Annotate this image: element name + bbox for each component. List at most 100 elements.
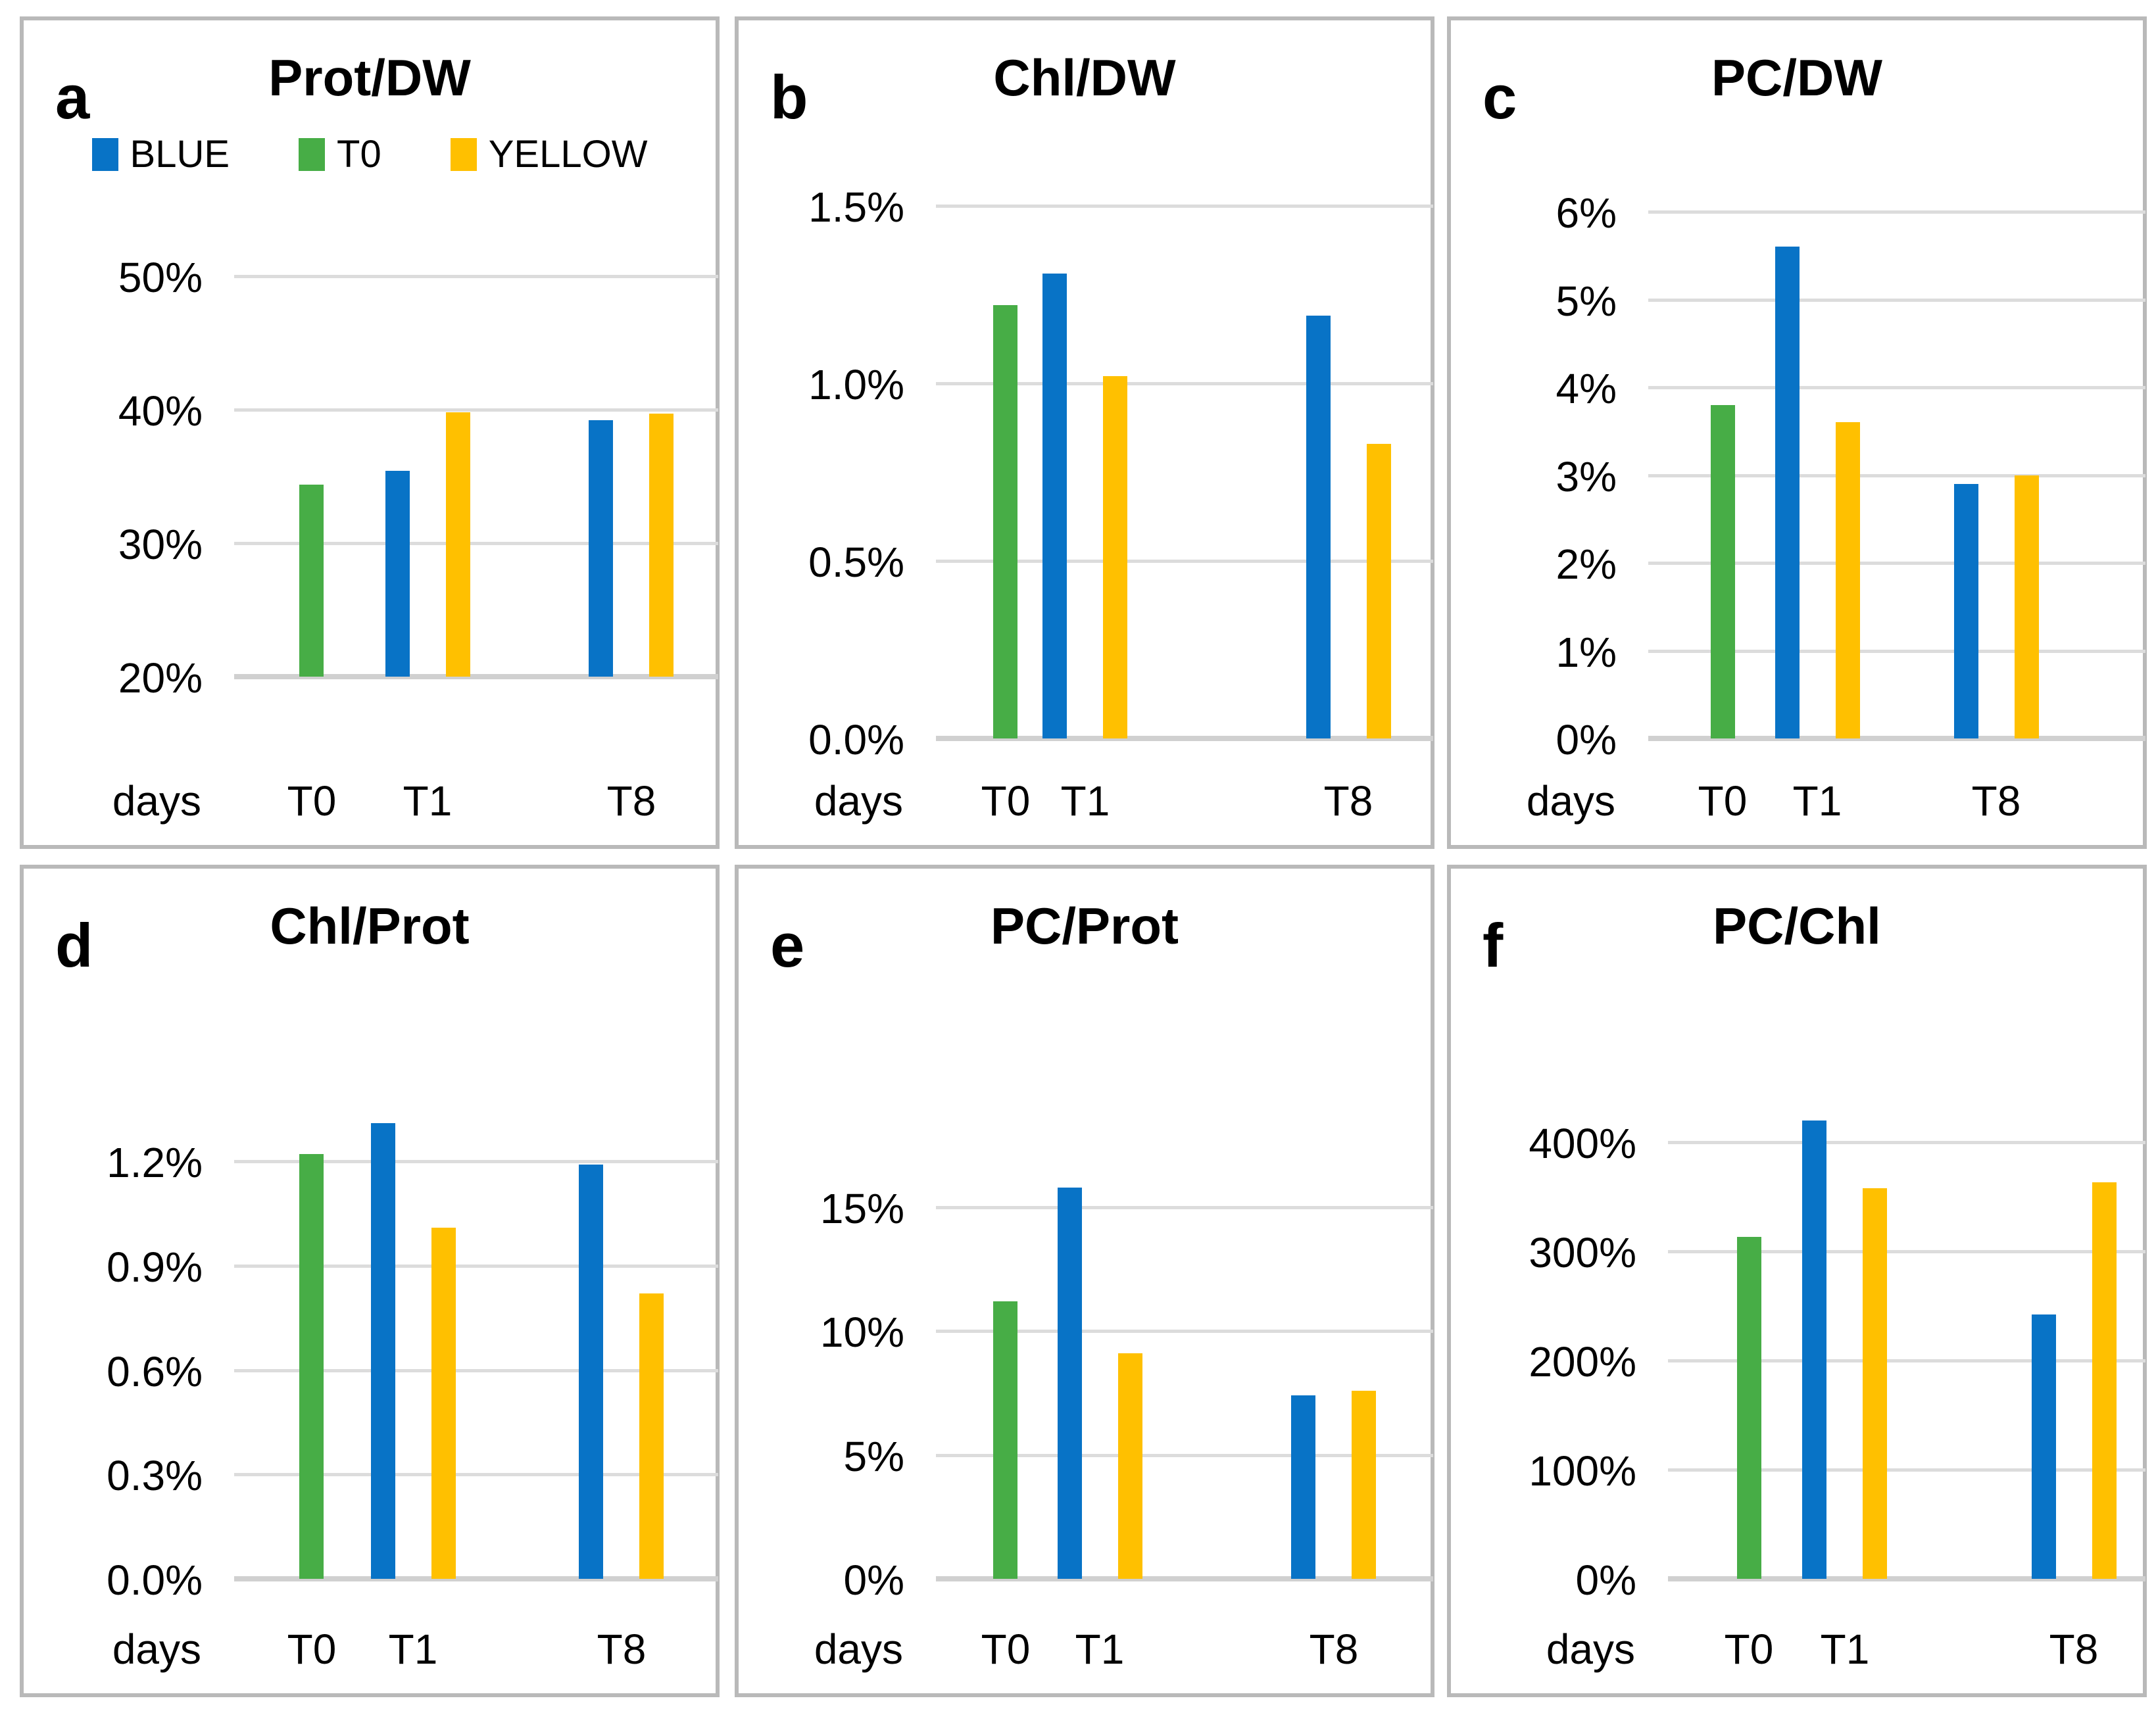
bar-t8-blue [589,420,613,677]
x-tick-label-t1: T1 [1075,1626,1125,1673]
panel-chl-prot: d Chl/Prot 1.2% 0.9% 0.6% 0.3% 0.0% days T0 T1 T… [20,865,720,1697]
x-axis-title-days: days [814,777,903,825]
y-tick-label: 30% [118,521,203,568]
x-tick-label-t0: T0 [287,1626,337,1673]
bar-t8-blue [1291,1395,1315,1579]
bar-t0-green [299,1154,324,1579]
x-axis-line [234,674,718,679]
x-axis-line [234,1576,718,1581]
bar-t0-green [993,305,1017,738]
y-tick-label: 200% [1529,1338,1636,1386]
y-tick-label: 0.0% [808,716,904,763]
gridline [1668,1468,2145,1472]
x-tick-label-t8: T8 [1309,1626,1359,1673]
x-tick-label-t1: T1 [1792,777,1842,825]
panel-letter: e [770,911,805,980]
y-tick-label: 5% [1556,277,1617,325]
bar-t8-blue [579,1165,603,1579]
x-axis-title-days: days [112,777,201,825]
panel-pc-prot: e PC/Prot 15% 10% 5% 0% days T0 T1 T8 [735,865,1434,1697]
x-tick-label-t0: T0 [981,777,1031,825]
y-tick-label: 40% [118,387,203,435]
x-tick-label-t1: T1 [1820,1626,1870,1673]
x-tick-label-t0: T0 [1698,777,1748,825]
gridline [234,275,718,278]
x-axis-title-days: days [1546,1626,1635,1673]
legend-label: BLUE [130,133,230,176]
plot-area [936,205,1433,741]
x-tick-label-t1: T1 [403,777,453,825]
gridline [234,1265,718,1268]
gridline [234,1369,718,1372]
gridline [936,1330,1433,1333]
y-tick-label: 6% [1556,189,1617,237]
x-tick-label-t8: T8 [2049,1626,2099,1673]
bar-t8-blue [2032,1314,2056,1579]
y-tick-label: 10% [820,1309,904,1356]
legend-swatch-blue [91,137,118,171]
y-tick-label: 1.0% [808,361,904,408]
bar-t8-blue [1954,483,1978,738]
x-tick-label-t0: T0 [1724,1626,1774,1673]
panel-pc-chl: f PC/Chl 400% 300% 200% 100% 0% days T0 T1 T8 [1447,865,2147,1697]
panel-title: PC/Chl [1713,897,1881,955]
y-tick-label: 300% [1529,1229,1636,1276]
bar-t1-blue [1802,1120,1826,1579]
gridline [234,1473,718,1476]
legend: BLUE T0 YELLOW [24,132,716,176]
bar-t1-blue [1042,273,1067,738]
x-axis-title-days: days [814,1626,903,1673]
bar-t1-blue [385,471,410,677]
legend-item-t0: T0 [299,132,381,176]
panel-letter: f [1482,911,1504,980]
y-tick-label: 0% [1575,1556,1637,1604]
y-tick-label: 50% [118,254,203,301]
x-tick-label-t0: T0 [287,777,337,825]
y-tick-label: 1% [1556,629,1617,676]
y-tick-label: 400% [1529,1120,1636,1167]
y-tick-label: 0.5% [808,539,904,586]
gridline [1648,474,2145,477]
legend-item-yellow: YELLOW [450,132,648,176]
x-axis-title-days: days [1526,777,1615,825]
y-tick-label: 1.5% [808,183,904,231]
bar-t1-yellow [1836,422,1860,738]
bar-t8-yellow [2015,475,2039,738]
panel-title: Chl/Prot [270,897,470,955]
gridline [234,542,718,545]
x-axis-line [936,736,1433,741]
bar-t8-yellow [639,1293,664,1579]
panel-pc-dw: c PC/DW 6% 5% 4% 3% 2% 1% 0% days T0 T1 T8 [1447,16,2147,849]
y-tick-label: 15% [820,1185,904,1232]
gridline [1648,562,2145,565]
gridline [1648,210,2145,214]
y-tick-label: 1.2% [107,1139,203,1186]
bar-t1-blue [1775,247,1800,738]
legend-label: YELLOW [488,133,648,176]
legend-label: T0 [337,133,381,176]
x-tick-label-t8: T8 [606,777,656,825]
y-tick-label: 0.3% [107,1452,203,1499]
y-tick-label: 0% [843,1556,905,1604]
plot-area [234,1122,718,1581]
panel-title: PC/DW [1711,49,1882,107]
plot-area [936,1187,1433,1581]
gridline [936,382,1433,385]
legend-swatch-yellow [450,137,477,171]
y-tick-label: 0% [1556,716,1617,763]
bar-t8-blue [1306,316,1331,738]
x-axis-line [1668,1576,2145,1581]
bar-t1-blue [371,1122,395,1579]
bar-t1-yellow [1863,1188,1887,1579]
bar-t8-yellow [649,414,674,677]
legend-item-blue: BLUE [91,132,230,176]
panel-title: Prot/DW [268,49,471,107]
x-axis-line [1648,736,2145,741]
gridline [1668,1141,2145,1144]
bar-t8-yellow [1367,443,1391,738]
bar-t8-yellow [2092,1182,2117,1579]
panel-title: PC/Prot [990,897,1179,955]
gridline [234,1160,718,1163]
x-tick-label-t8: T8 [1971,777,2021,825]
